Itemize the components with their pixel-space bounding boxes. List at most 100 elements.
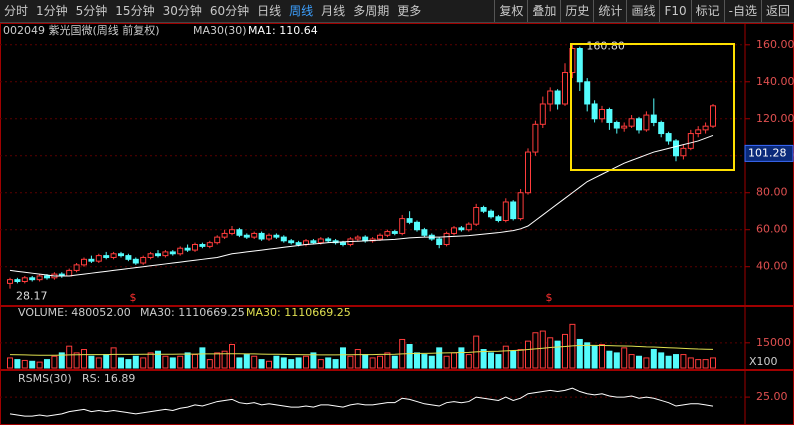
- toolbar: 分时 1分钟 5分钟 15分钟 30分钟 60分钟 日线 周线 月线 多周期 更多 复权 叠加 历史 统计画…: [0, 0, 794, 23]
- candle-body: [399, 218, 406, 234]
- candle-body: [436, 238, 443, 246]
- volume-bar: [480, 349, 487, 369]
- chart: 40.0060.0080.00100.00120.00140.00160.001…: [0, 23, 794, 425]
- tool-button[interactable]: 历史: [560, 0, 593, 22]
- tab[interactable]: 更多: [397, 4, 422, 18]
- candle-body: [214, 236, 221, 244]
- volume-bar: [443, 355, 450, 369]
- volume-bar: [465, 354, 472, 369]
- y-tick-label: 60.00: [756, 223, 788, 236]
- candle-body: [532, 123, 539, 153]
- tool-button[interactable]: F10: [659, 0, 690, 22]
- candle-body: [169, 251, 176, 255]
- volume-bar: [162, 355, 169, 369]
- volume-bar: [340, 347, 346, 369]
- tab[interactable]: 30分钟: [162, 4, 202, 18]
- tab[interactable]: 日线: [257, 4, 282, 18]
- candle-body: [325, 238, 332, 242]
- y-tick-label: 120.00: [756, 112, 794, 125]
- volume-bar: [317, 359, 324, 369]
- candle-body: [687, 133, 694, 149]
- candle-body: [488, 210, 494, 218]
- tool-button[interactable]: 返回: [760, 0, 794, 22]
- candle-body: [510, 201, 517, 220]
- candle-body: [14, 279, 21, 283]
- candle-body: [340, 242, 346, 246]
- volume-bar: [118, 357, 124, 369]
- signal-marker: $: [130, 291, 137, 304]
- candle-body: [177, 247, 184, 255]
- candle-body: [458, 227, 465, 231]
- candle-body: [310, 240, 317, 244]
- volume-bar: [192, 354, 198, 369]
- candle-body: [569, 47, 576, 74]
- value-label: RS: 16.89: [82, 372, 135, 385]
- tool-button[interactable]: 画线: [626, 0, 659, 22]
- tab[interactable]: 周线: [289, 4, 314, 18]
- tab[interactable]: 1分钟: [36, 4, 68, 18]
- volume-bar: [680, 354, 687, 369]
- indicator: MA30(30): [193, 24, 247, 37]
- tool-button[interactable]: 复权: [494, 0, 527, 22]
- candle-body: [251, 232, 258, 238]
- candle-body: [591, 103, 598, 120]
- candle-body: [406, 218, 413, 223]
- volume-bar: [495, 354, 502, 369]
- candle-body: [643, 114, 650, 131]
- y-tick-label: 40.00: [756, 260, 788, 273]
- tab[interactable]: 60分钟: [209, 4, 250, 18]
- candle-body: [132, 258, 139, 264]
- candle-body: [229, 229, 235, 234]
- candle-body: [273, 234, 280, 238]
- candle-body: [613, 121, 620, 129]
- price-box: [744, 144, 794, 162]
- tab[interactable]: 5分钟: [75, 4, 108, 18]
- candle-body: [29, 277, 36, 281]
- candle-body: [517, 192, 524, 220]
- candle-body: [525, 151, 531, 194]
- candle-body: [221, 232, 228, 238]
- tool-button[interactable]: -自选: [723, 0, 761, 22]
- volume-bar: [414, 352, 420, 369]
- candle-body: [147, 253, 154, 258]
- candle-body: [576, 47, 583, 83]
- volume-bar: [295, 357, 302, 369]
- candle-body: [451, 227, 457, 234]
- volume-bar: [103, 354, 110, 369]
- candle-body: [710, 105, 716, 127]
- tool-button[interactable]: 标记: [690, 0, 724, 22]
- tab[interactable]: 多周期: [353, 4, 390, 18]
- volume-bar: [140, 357, 147, 369]
- candle-body: [658, 121, 665, 135]
- y-tick-label: 15000: [756, 336, 791, 349]
- candle-body: [280, 236, 287, 242]
- volume-bar: [525, 340, 531, 369]
- candle-body: [206, 242, 213, 247]
- volume-bar: [58, 352, 65, 369]
- volume-bar: [81, 349, 87, 369]
- candle-body: [317, 238, 324, 244]
- candle-body: [354, 236, 361, 240]
- volume-bar: [606, 350, 613, 369]
- volume-bar: [303, 355, 309, 369]
- tool-button[interactable]: 统计: [593, 0, 626, 22]
- volume-bar: [354, 349, 361, 369]
- volume-bar: [110, 347, 117, 369]
- tool-button[interactable]: 叠加: [527, 0, 560, 22]
- volume-bar: [29, 360, 36, 369]
- candle-body: [199, 244, 206, 247]
- volume-bar: [44, 359, 50, 369]
- candle-body: [539, 103, 546, 125]
- volume-bar: [599, 344, 605, 369]
- tab[interactable]: 月线: [321, 4, 346, 18]
- volume-bar: [591, 345, 598, 369]
- volume-bar: [14, 359, 21, 369]
- y-tick-label: 160.00: [756, 38, 794, 51]
- tab[interactable]: 分时: [4, 4, 29, 18]
- volume-bar: [502, 345, 509, 369]
- volume-bar: [66, 345, 73, 369]
- line: [9, 387, 714, 417]
- candle-body: [391, 231, 398, 234]
- tab[interactable]: 15分钟: [115, 4, 155, 18]
